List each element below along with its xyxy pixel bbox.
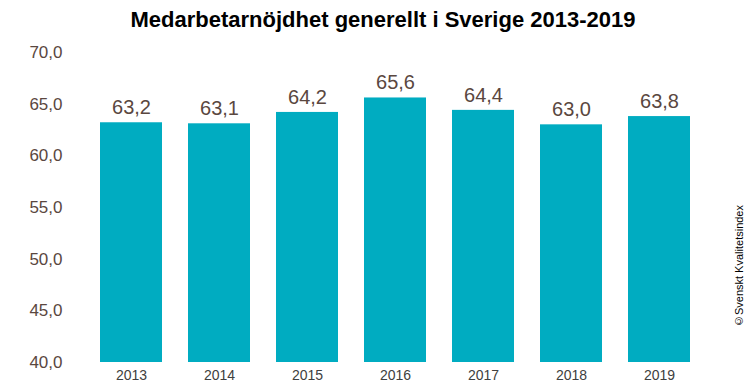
svg-text:55,0: 55,0 [29,198,62,217]
svg-text:2014: 2014 [204,367,235,383]
svg-text:2017: 2017 [468,367,499,383]
svg-text:2015: 2015 [292,367,323,383]
svg-text:70,0: 70,0 [29,43,62,62]
svg-text:2018: 2018 [556,367,587,383]
svg-text:63,8: 63,8 [640,90,679,112]
svg-text:2019: 2019 [644,367,675,383]
svg-text:63,1: 63,1 [200,97,239,119]
svg-text:60,0: 60,0 [29,146,62,165]
svg-text:2013: 2013 [116,367,147,383]
svg-text:63,2: 63,2 [112,96,151,118]
svg-text:64,2: 64,2 [288,86,327,108]
html-text:Medarbetarnöjdhet generellt i: Medarbetarnöjdhet generellt i Sverige 20… [130,7,636,32]
svg-text:40,0: 40,0 [29,353,62,372]
svg-text:45,0: 45,0 [29,301,62,320]
svg-text:65,6: 65,6 [376,71,415,93]
svg-text:63,0: 63,0 [552,98,591,120]
svg-text:64,4: 64,4 [464,84,503,106]
svg-text:50,0: 50,0 [29,250,62,269]
html-text:©Svenskt Kvalitetsindex: ©Svenskt Kvalitetsindex [733,205,745,328]
svg-text:65,0: 65,0 [29,95,62,114]
svg-text:2016: 2016 [380,367,411,383]
